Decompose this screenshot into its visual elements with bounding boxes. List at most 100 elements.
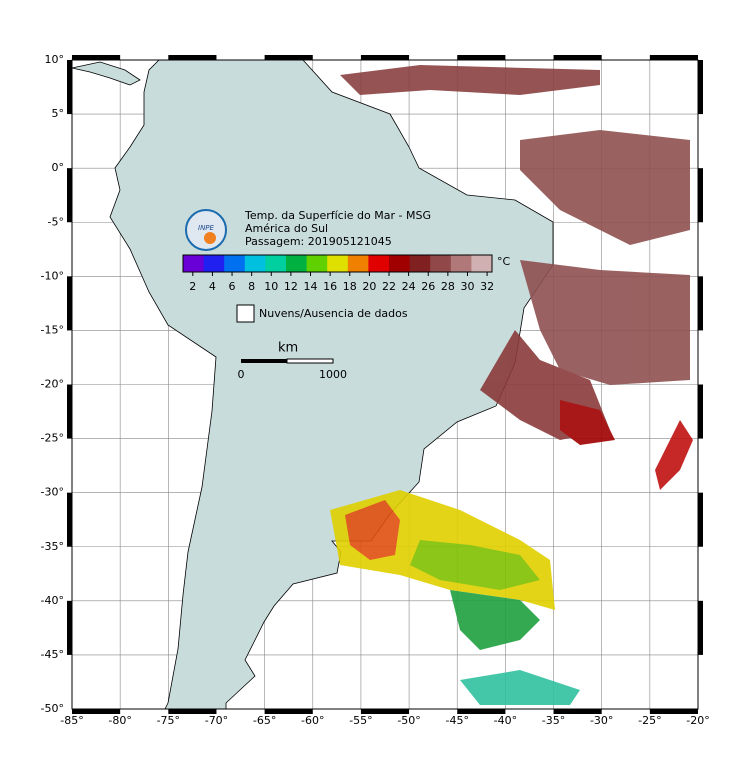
frame-segment (457, 709, 506, 714)
sst-patch (520, 260, 690, 385)
scale-unit: km (278, 341, 298, 356)
frame-segment (72, 709, 121, 714)
x-tick-label: -60° (301, 714, 324, 727)
frame-segment (360, 709, 410, 714)
frame-segment (457, 55, 506, 60)
legend-label: Nuvens/Ausencia de dados (259, 307, 408, 320)
legend-swatch (236, 304, 255, 323)
frame-segment (698, 384, 703, 439)
colorbar-segment (327, 255, 349, 272)
colorbar-tick-label: 28 (441, 280, 455, 293)
sst-patch (560, 400, 615, 445)
x-tick-label: -75° (157, 714, 180, 727)
frame-segment (553, 55, 602, 60)
frame-segment (67, 384, 72, 439)
logo-text: INPE (198, 224, 215, 232)
y-tick-label: -5° (48, 215, 64, 228)
frame-segment (67, 276, 72, 331)
frame-segment (698, 600, 703, 655)
frame-segment (67, 60, 72, 115)
frame-segment (168, 709, 217, 714)
colorbar-tick-label: 8 (248, 280, 255, 293)
colorbar-tick-label: 2 (189, 280, 196, 293)
colorbar-tick-label: 16 (323, 280, 337, 293)
colorbar-unit: °C (497, 255, 511, 268)
colorbar-tick-label: 6 (229, 280, 236, 293)
y-tick-label: -15° (41, 323, 64, 336)
sst-patch (345, 500, 400, 560)
frame-segment (553, 709, 602, 714)
x-tick-label: -80° (108, 714, 131, 727)
x-tick-label: -55° (349, 714, 372, 727)
frame-segment (72, 55, 121, 60)
colorbar-segment (471, 255, 493, 272)
colorbar-tick-label: 12 (284, 280, 298, 293)
colorbar-segment (368, 255, 390, 272)
colorbar-segment (409, 255, 431, 272)
x-tick-label: -50° (397, 714, 420, 727)
y-tick-label: -25° (41, 432, 64, 445)
colorbar-tick-label: 22 (382, 280, 396, 293)
colorbar-segment (450, 255, 472, 272)
frame-segment (698, 492, 703, 547)
frame-segment (360, 55, 410, 60)
scale-label: 0 (238, 368, 245, 381)
colorbar-segment (203, 255, 225, 272)
colorbar-tick-label: 14 (304, 280, 318, 293)
x-tick-label: -70° (205, 714, 228, 727)
y-tick-label: -45° (41, 648, 64, 661)
x-tick-label: -85° (60, 714, 83, 727)
colorbar-tick-label: 24 (402, 280, 416, 293)
scale-bar (241, 359, 287, 363)
colorbar-segment (265, 255, 287, 272)
frame-segment (264, 709, 313, 714)
frame-segment (67, 600, 72, 655)
colorbar-tick-label: 20 (362, 280, 376, 293)
frame-segment (67, 492, 72, 547)
logo (185, 209, 227, 251)
axes: -85° -80° -75° -70° -65° -60° -55° -50° -45° -40°… (41, 53, 710, 727)
colorbar-segment (244, 255, 266, 272)
sst-patches (330, 65, 693, 705)
colorbar-segment (347, 255, 369, 272)
logo-sun (204, 232, 216, 244)
x-tick-label: -25° (638, 714, 661, 727)
y-tick-label: -35° (41, 540, 64, 553)
x-tick-label: -45° (445, 714, 468, 727)
y-tick-label: -50° (41, 702, 64, 715)
scale-label: 1000 (319, 368, 347, 381)
frame-segment (67, 168, 72, 223)
frame-segment (649, 55, 698, 60)
title-line: América do Sul (245, 222, 328, 235)
frame-segment (698, 60, 703, 115)
frame-segment (698, 276, 703, 331)
colorbar-frame (182, 254, 493, 273)
y-tick-label: -30° (41, 486, 64, 499)
x-tick-label: -20° (686, 714, 709, 727)
y-tick-label: 0° (52, 161, 65, 174)
colorbar-segment (389, 255, 411, 272)
colorbar: 2 4 6 8 10 12 14 16 18 20 22 24 26 28 30 32 (182, 254, 494, 293)
sst-patch (460, 670, 580, 705)
frame-segment (264, 55, 313, 60)
y-tick-label: -10° (41, 269, 64, 282)
sst-patch (340, 65, 600, 95)
sst-patch (520, 130, 690, 245)
y-tick-label: -20° (41, 378, 64, 391)
colorbar-tick-label: 18 (343, 280, 357, 293)
colorbar-segment (224, 255, 246, 272)
colorbar-tick-label: 26 (421, 280, 435, 293)
sst-patch (450, 590, 540, 650)
title-line: Passagem: 201905121045 (245, 235, 392, 248)
colorbar-segment (286, 255, 308, 272)
central-america (71, 61, 141, 86)
frame-segment (168, 55, 217, 60)
colorbar-segment (430, 255, 452, 272)
colorbar-segment (306, 255, 328, 272)
x-tick-label: -30° (590, 714, 613, 727)
x-tick-label: -35° (542, 714, 565, 727)
sst-patch (410, 540, 540, 590)
scale-bar (286, 358, 334, 364)
